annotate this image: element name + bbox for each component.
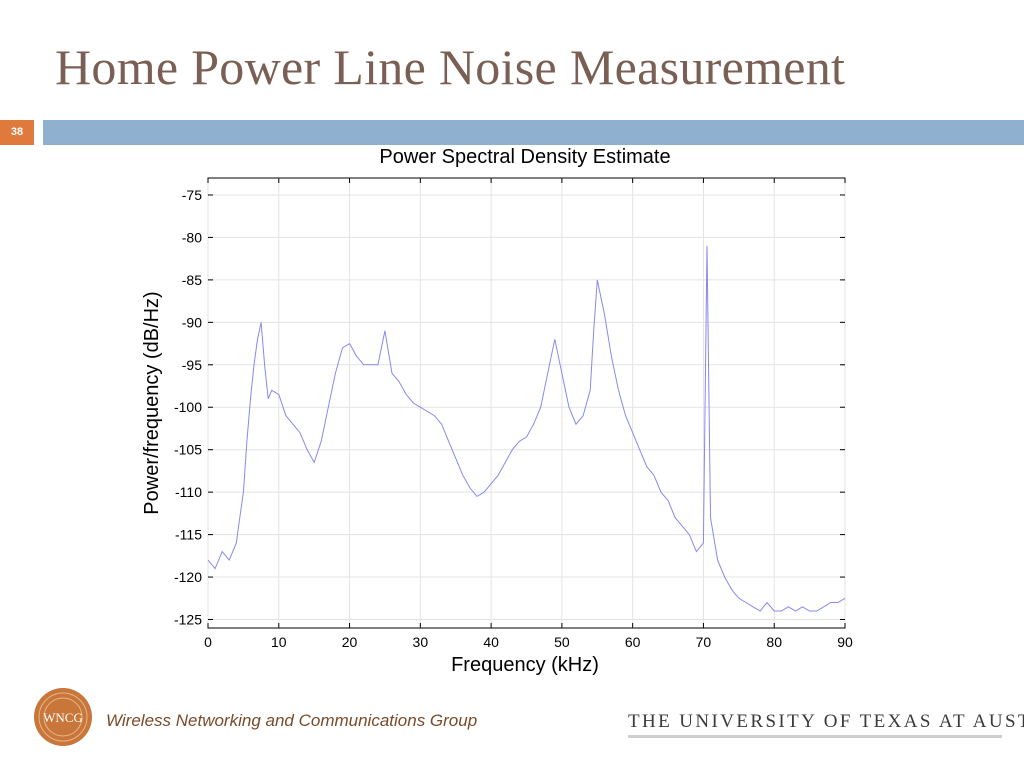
x-tick-label: 20 bbox=[342, 634, 358, 650]
y-gridlines bbox=[208, 194, 845, 621]
footer-university: THE UNIVERSITY OF TEXAS AT AUSTIN bbox=[628, 711, 1024, 732]
psd-chart: Power Spectral Density Estimate 0 10 20 30 4… bbox=[141, 146, 853, 676]
y-tick-label: -100 bbox=[174, 399, 202, 415]
y-tick-labels: -75 -80 -85 -90 -95 -100 -105 -110 -115 -120 -125 bbox=[174, 187, 202, 628]
x-tick-label: 30 bbox=[413, 634, 429, 650]
x-tick-label: 70 bbox=[696, 634, 712, 650]
plot-area bbox=[207, 177, 846, 629]
y-tick-label: -120 bbox=[174, 569, 202, 585]
x-gridlines bbox=[207, 178, 846, 628]
chart-title: Power Spectral Density Estimate bbox=[379, 146, 670, 168]
series-layer bbox=[207, 245, 846, 612]
y-tick-label: -90 bbox=[182, 314, 202, 330]
x-tick-label: 10 bbox=[271, 634, 287, 650]
y-tick-label: -75 bbox=[182, 187, 202, 203]
wncg-logo: WNCG bbox=[34, 688, 92, 746]
y-axis-label: Power/frequency (dB/Hz) bbox=[141, 291, 163, 514]
y-tick-label: -95 bbox=[182, 357, 202, 373]
header-accent-band bbox=[43, 120, 1024, 145]
footer-university-rule bbox=[628, 735, 1002, 738]
x-tick-label: 40 bbox=[483, 634, 499, 650]
x-tick-label: 0 bbox=[204, 634, 212, 650]
x-tick-label: 50 bbox=[554, 634, 570, 650]
slide-title: Home Power Line Noise Measurement bbox=[55, 39, 846, 95]
slide-number: 38 bbox=[0, 120, 34, 145]
x-axis-label: Frequency (kHz) bbox=[451, 654, 599, 676]
y-tick-label: -105 bbox=[174, 442, 202, 458]
x-tick-label: 90 bbox=[837, 634, 853, 650]
logo-text: WNCG bbox=[43, 710, 83, 725]
x-tick-label: 60 bbox=[625, 634, 641, 650]
y-tick-label: -85 bbox=[182, 272, 202, 288]
footer-group-name: Wireless Networking and Communications G… bbox=[106, 711, 478, 730]
psd-series-line bbox=[207, 245, 846, 612]
y-tick-label: -110 bbox=[175, 484, 202, 500]
y-tick-label: -80 bbox=[182, 229, 202, 245]
y-tick-label: -115 bbox=[175, 527, 202, 543]
y-tick-label: -125 bbox=[174, 612, 202, 628]
x-tick-labels: 0 10 20 30 40 50 60 70 80 90 bbox=[204, 634, 853, 650]
x-tick-label: 80 bbox=[766, 634, 782, 650]
